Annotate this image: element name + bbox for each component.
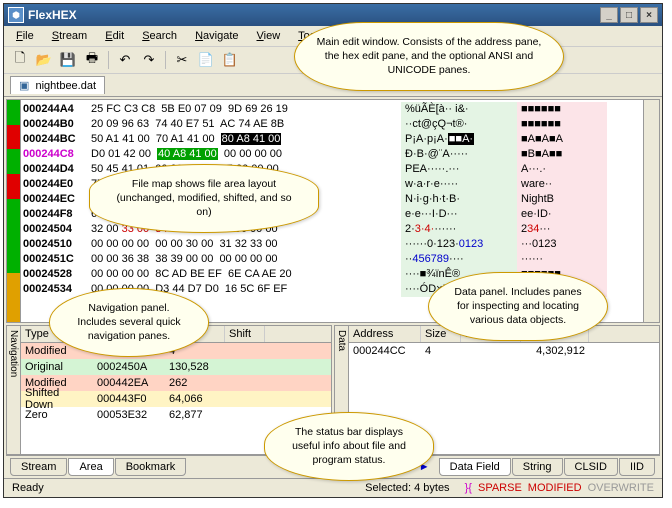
file-icon: ▣ [19, 80, 29, 92]
titlebar[interactable]: ⬢ FlexHEX _ □ × [4, 4, 662, 26]
callout-filemap: File map shows file area layout (unchang… [89, 164, 319, 233]
status-flag: MODIFIED [528, 482, 582, 494]
hex-row[interactable]: 0002451C00 00 36 38 38 39 00 00 00 00 00… [23, 252, 641, 267]
status-selected: Selected: 4 bytes [365, 482, 449, 494]
callout-nav: Navigation panel. Includes several quick… [49, 288, 209, 357]
table-row[interactable]: Original0002450A130,528 [21, 359, 331, 375]
close-button[interactable]: × [640, 7, 658, 23]
open-icon[interactable]: 📂 [34, 50, 54, 70]
callout-status: The status bar displays useful info abou… [264, 412, 434, 481]
save-icon[interactable]: 💾 [58, 50, 78, 70]
filemap-segment[interactable] [7, 297, 20, 322]
filemap-segment[interactable] [7, 223, 20, 248]
status-flag: }{ [465, 482, 472, 494]
vertical-scrollbar[interactable] [643, 100, 659, 322]
menu-edit[interactable]: Edit [97, 28, 132, 44]
column-header[interactable]: Shift [225, 326, 265, 342]
hex-row[interactable]: 0002451000 00 00 00 00 00 30 00 31 32 33… [23, 237, 641, 252]
table-row[interactable]: 000244CC44,302,912 [349, 343, 659, 359]
hex-row[interactable]: 0002450432 00 33 00 34 00 00 00 00 00 00… [23, 222, 641, 237]
cut-icon[interactable]: ✂ [172, 50, 192, 70]
filemap-segment[interactable] [7, 273, 20, 298]
menu-navigate[interactable]: Navigate [187, 28, 246, 44]
menu-view[interactable]: View [249, 28, 289, 44]
file-tab[interactable]: ▣ nightbee.dat [10, 76, 105, 94]
table-row[interactable]: Zero00053E3262,877 [21, 407, 331, 423]
tab-stream[interactable]: Stream [10, 458, 67, 476]
tab-iid[interactable]: IID [619, 458, 655, 476]
callout-main-edit: Main edit window. Consists of the addres… [294, 22, 564, 91]
menu-search[interactable]: Search [134, 28, 185, 44]
maximize-button[interactable]: □ [620, 7, 638, 23]
redo-icon[interactable]: ↷ [139, 50, 159, 70]
tab-area[interactable]: Area [68, 458, 113, 476]
filemap-segment[interactable] [7, 100, 20, 125]
tab-bookmark[interactable]: Bookmark [115, 458, 187, 476]
filemap-segment[interactable] [7, 174, 20, 199]
filemap-segment[interactable] [7, 149, 20, 174]
tab-clsid[interactable]: CLSID [564, 458, 618, 476]
status-flag: SPARSE [478, 482, 522, 494]
table-row[interactable]: Shifted Down000443F064,066 [21, 391, 331, 407]
copy-icon[interactable]: 📄 [196, 50, 216, 70]
nav-panel-label: Navigation [7, 326, 21, 454]
status-left: Ready [12, 482, 359, 494]
menu-file[interactable]: File [8, 28, 42, 44]
hex-row[interactable]: 000244C8D0 01 42 00 40 A8 41 00 00 00 00… [23, 147, 641, 162]
filemap-segment[interactable] [7, 125, 20, 150]
status-flag: OVERWRITE [588, 482, 654, 494]
hex-row[interactable]: 000244B020 09 96 63 74 40 E7 51 AC 74 AE… [23, 117, 641, 132]
file-tab-label: nightbee.dat [35, 80, 96, 92]
statusbar: Ready Selected: 4 bytes }{ SPARSE MODIFIED… [4, 478, 662, 497]
hex-row[interactable]: 000244A425 FC C3 C8 5B E0 07 09 9D 69 26… [23, 102, 641, 117]
callout-data: Data panel. Includes panes for inspectin… [428, 272, 608, 341]
undo-icon[interactable]: ↶ [115, 50, 135, 70]
app-icon: ⬢ [8, 7, 24, 23]
filemap-segment[interactable] [7, 248, 20, 273]
filemap-segment[interactable] [7, 199, 20, 224]
new-icon[interactable]: 🗋 [10, 50, 30, 70]
tab-data-field[interactable]: Data Field [439, 458, 511, 476]
menu-stream[interactable]: Stream [44, 28, 95, 44]
column-header[interactable]: Address [349, 326, 421, 342]
hex-row[interactable]: 000244BC50 A1 41 00 70 A1 41 00 80 A8 41… [23, 132, 641, 147]
file-map[interactable] [7, 100, 21, 322]
tab-string[interactable]: String [512, 458, 563, 476]
paste-icon[interactable]: 📋 [220, 50, 240, 70]
window-title: FlexHEX [28, 8, 600, 22]
main-window: ⬢ FlexHEX _ □ × FileStreamEditSearchNavi… [3, 3, 663, 498]
minimize-button[interactable]: _ [600, 7, 618, 23]
print-icon[interactable]: 🖶 [82, 50, 102, 70]
